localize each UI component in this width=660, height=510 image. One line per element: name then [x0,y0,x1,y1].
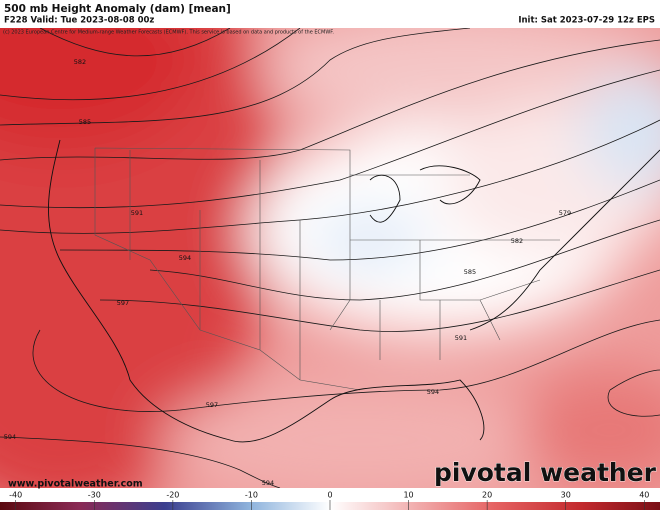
contour-label: 591 [131,209,143,217]
colorbar-label: 0 [327,491,332,500]
colorbar-label: 30 [561,491,571,500]
valid-time: F228 Valid: Tue 2023-08-08 00z [4,16,154,26]
contour-label: 579 [559,209,571,217]
contour-label: 594 [427,388,439,396]
colorbar-label: 20 [482,491,492,500]
brand: pivotal weather [434,458,657,487]
copyright: (c) 2023 European Centre for Medium-rang… [3,30,334,36]
colorbar-label: -30 [88,491,101,500]
colorbar-label: -20 [166,491,179,500]
colorbar-label: -10 [245,491,258,500]
init-time: Init: Sat 2023-07-29 12z EPS [518,16,655,26]
contour-label: 591 [455,334,467,342]
colorbar-label: -40 [9,491,22,500]
contour-label: 585 [464,268,476,276]
contour-label: 597 [206,401,218,409]
colorbar-label: 40 [639,491,649,500]
contour-label: 582 [74,58,86,66]
contour-label: 582 [511,237,523,245]
contour-label: 585 [79,118,91,126]
map-title: 500 mb Height Anomaly (dam) [mean] [4,3,231,15]
colorbar-label: 10 [403,491,413,500]
website: www.pivotalweather.com [8,479,143,490]
contour-label: 594 [262,479,274,487]
contour-label: 594 [4,433,16,441]
contour-label: 597 [117,299,129,307]
contour-label: 594 [179,254,191,262]
